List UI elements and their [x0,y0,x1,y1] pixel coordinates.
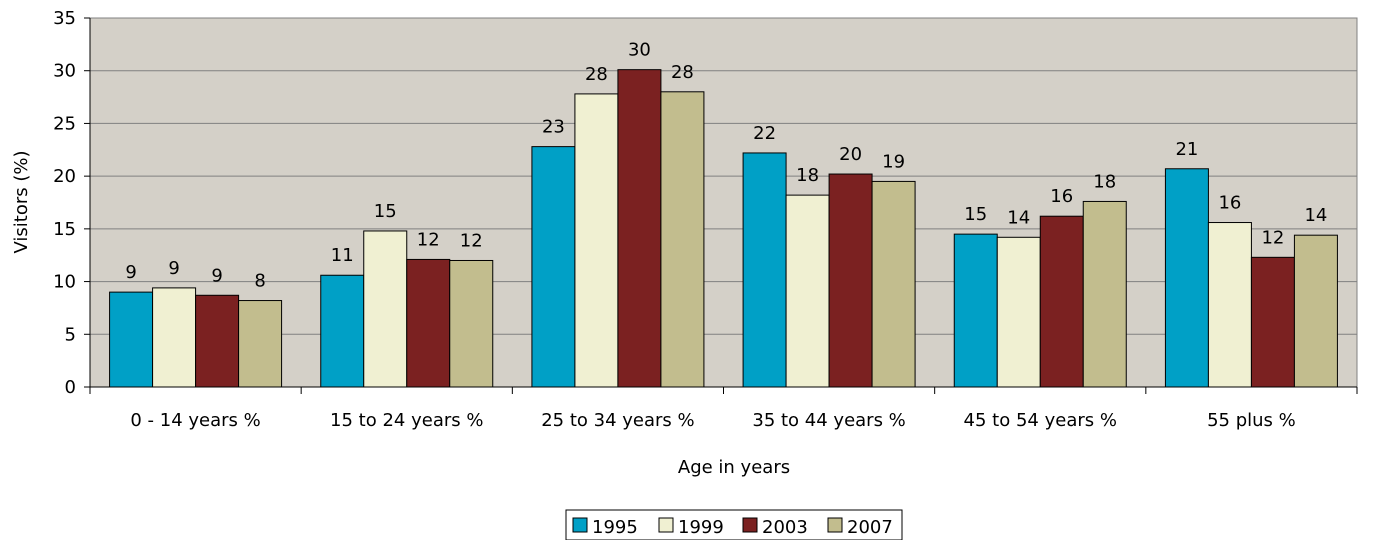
legend: 1995 1999 2003 2007 [565,509,903,540]
gridlines [90,70,1357,335]
bar-1995-5 [953,233,998,388]
data-label: 23 [542,117,565,138]
bar-2007-2 [449,259,494,388]
x-axis-title: Age in years [678,457,790,478]
data-label: 16 [1050,186,1073,207]
legend-label: 1999 [678,517,724,538]
y-tick-label: 15 [53,219,76,240]
bar-1995-4 [742,152,787,388]
bar-2003-4 [828,173,873,388]
x-tick-labels: 0 - 14 years % 15 to 24 years % 25 to 34 y… [130,410,1295,431]
x-tick-label: 45 to 54 years % [964,410,1117,431]
bar-1995-6 [1164,168,1209,388]
data-label: 8 [254,271,265,292]
data-label: 9 [168,258,179,279]
data-label: 14 [1304,205,1327,226]
data-label: 18 [1093,171,1116,192]
y-tick-labels: 0 5 10 15 20 25 30 35 [53,8,76,398]
data-label: 15 [374,201,397,222]
legend-label: 2003 [762,517,808,538]
bar-2003-3 [617,69,662,388]
bar-2007-4 [871,180,916,388]
data-label: 18 [796,165,819,186]
bar-1995-1 [109,291,154,388]
legend-label: 1995 [592,517,638,538]
bars [109,69,1338,388]
legend-label: 2007 [847,517,893,538]
y-tick-label: 30 [53,61,76,82]
data-label: 12 [1261,227,1284,248]
data-label: 14 [1007,207,1030,228]
data-label: 15 [964,204,987,225]
y-tick-label: 10 [53,272,76,293]
bar-2007-1 [238,300,283,388]
data-label: 28 [671,62,694,83]
bar-1999-6 [1207,222,1252,388]
data-labels: 9 9 9 8 11 15 12 12 23 28 30 28 22 18 20 19 15 14 16 18 21 16… [125,40,1327,292]
x-tick-label: 55 plus % [1207,410,1296,431]
bar-1999-3 [574,93,619,388]
data-label: 20 [839,144,862,165]
bar-2003-1 [195,294,240,388]
y-tick-label: 5 [65,324,76,345]
plot-area [89,17,1358,388]
legend-swatch-2003 [742,517,758,533]
bar-1999-1 [152,287,197,388]
data-label: 12 [460,230,483,251]
data-label: 11 [331,245,354,266]
axes [84,17,1358,394]
data-label: 16 [1218,193,1241,214]
bar-1999-5 [996,236,1041,388]
bar-2003-5 [1039,215,1084,388]
bar-1999-4 [785,194,830,388]
bar-1995-3 [531,146,576,388]
data-label: 21 [1175,139,1198,160]
bar-2007-5 [1082,200,1127,388]
bar-1999-2 [363,230,408,388]
data-label: 22 [753,123,776,144]
legend-swatch-2007 [827,517,843,533]
bar-2007-6 [1293,234,1338,388]
x-tick-label: 25 to 34 years % [541,410,694,431]
y-tick-label: 0 [65,377,76,398]
bar-2003-6 [1250,256,1295,388]
y-tick-label: 25 [53,113,76,134]
y-tick-label: 20 [53,166,76,187]
bar-1995-2 [320,274,365,388]
data-label: 19 [882,151,905,172]
x-tick-label: 0 - 14 years % [130,410,260,431]
data-label: 9 [125,262,136,283]
data-label: 9 [211,265,222,286]
y-tick-label: 35 [53,8,76,29]
bar-2007-3 [660,91,705,388]
data-label: 28 [585,64,608,85]
x-tick-label: 15 to 24 years % [330,410,483,431]
data-label: 30 [628,40,651,61]
x-tick-label: 35 to 44 years % [752,410,905,431]
legend-swatch-1995 [572,517,588,533]
data-label: 12 [417,229,440,250]
legend-swatch-1999 [658,517,674,533]
bar-2003-2 [406,258,451,388]
legend-box [565,509,903,540]
y-axis-title: Visitors (%) [11,150,32,253]
